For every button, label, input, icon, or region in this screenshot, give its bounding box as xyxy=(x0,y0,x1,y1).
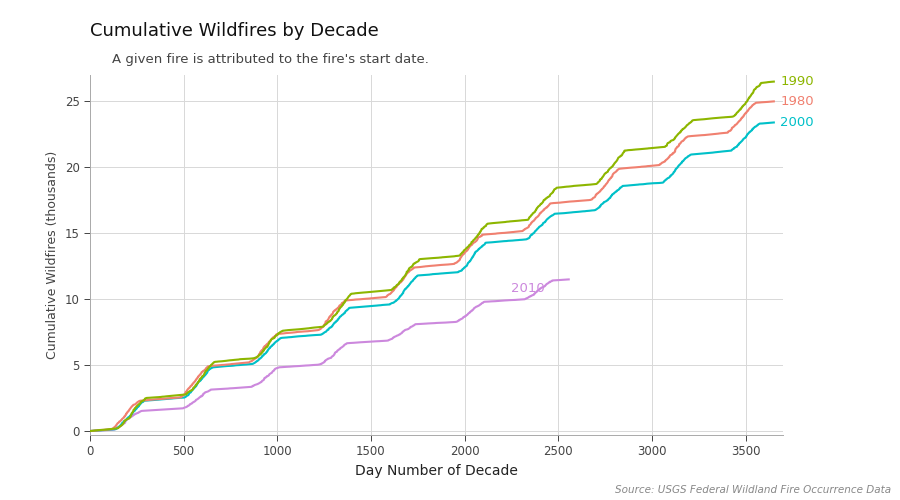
Text: Source: USGS Federal Wildland Fire Occurrence Data: Source: USGS Federal Wildland Fire Occur… xyxy=(615,485,891,495)
Text: 2000: 2000 xyxy=(780,116,814,129)
Text: Cumulative Wildfires by Decade: Cumulative Wildfires by Decade xyxy=(90,22,379,40)
Text: 1990: 1990 xyxy=(780,75,814,88)
Y-axis label: Cumulative Wildfires (thousands): Cumulative Wildfires (thousands) xyxy=(46,151,59,359)
X-axis label: Day Number of Decade: Day Number of Decade xyxy=(356,464,518,478)
Text: A given fire is attributed to the fire's start date.: A given fire is attributed to the fire's… xyxy=(112,52,429,66)
Text: 2010: 2010 xyxy=(511,282,545,295)
Text: 1980: 1980 xyxy=(780,95,814,108)
